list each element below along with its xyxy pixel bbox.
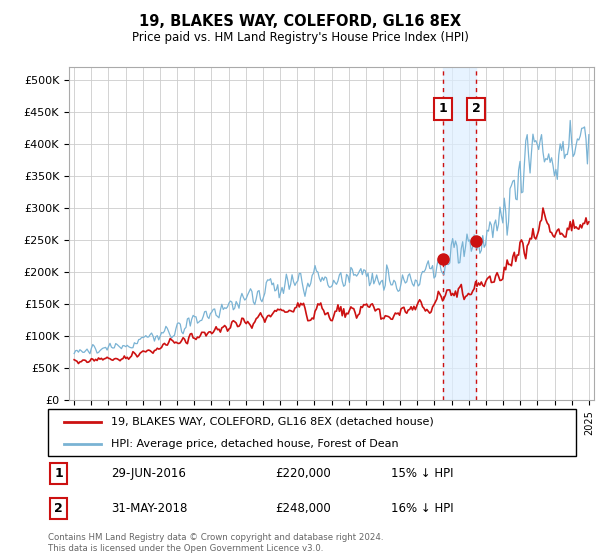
Text: HPI: Average price, detached house, Forest of Dean: HPI: Average price, detached house, Fore… bbox=[112, 438, 399, 449]
Text: Contains HM Land Registry data © Crown copyright and database right 2024.
This d: Contains HM Land Registry data © Crown c… bbox=[48, 533, 383, 553]
Text: 19, BLAKES WAY, COLEFORD, GL16 8EX: 19, BLAKES WAY, COLEFORD, GL16 8EX bbox=[139, 14, 461, 29]
Text: 31-MAY-2018: 31-MAY-2018 bbox=[112, 502, 188, 515]
Text: 1: 1 bbox=[54, 467, 63, 480]
Text: £248,000: £248,000 bbox=[275, 502, 331, 515]
Text: 16% ↓ HPI: 16% ↓ HPI bbox=[391, 502, 454, 515]
Text: Price paid vs. HM Land Registry's House Price Index (HPI): Price paid vs. HM Land Registry's House … bbox=[131, 31, 469, 44]
Text: 2: 2 bbox=[472, 102, 481, 115]
Text: 19, BLAKES WAY, COLEFORD, GL16 8EX (detached house): 19, BLAKES WAY, COLEFORD, GL16 8EX (deta… bbox=[112, 417, 434, 427]
Text: £220,000: £220,000 bbox=[275, 467, 331, 480]
Text: 15% ↓ HPI: 15% ↓ HPI bbox=[391, 467, 454, 480]
Text: 29-JUN-2016: 29-JUN-2016 bbox=[112, 467, 186, 480]
Text: 1: 1 bbox=[439, 102, 448, 115]
Text: 2: 2 bbox=[54, 502, 63, 515]
Bar bbox=[443, 67, 476, 400]
